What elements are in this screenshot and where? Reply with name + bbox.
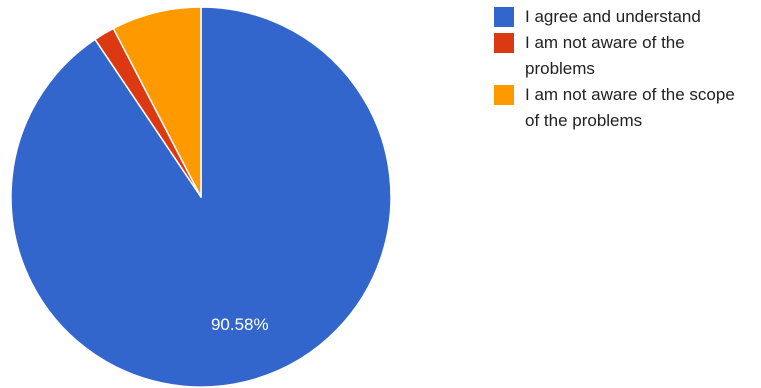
legend-item[interactable]: I am not aware of the scope of the probl… [494, 82, 756, 134]
legend-swatch [494, 33, 514, 53]
legend-label: I am not aware of the problems [525, 33, 685, 78]
pie-slices [10, 6, 392, 388]
legend-swatch [494, 7, 514, 27]
legend-item[interactable]: I agree and understand [494, 4, 756, 30]
pie-slice[interactable] [112, 6, 202, 198]
legend-item[interactable]: I am not aware of the problems [494, 30, 756, 82]
pie-slice-label: 90.58% [211, 315, 269, 334]
legend-swatch [494, 85, 514, 105]
pie-slice-labels: 90.58% [211, 315, 269, 334]
legend-label: I agree and understand [525, 7, 701, 26]
chart-legend: I agree and understand I am not aware of… [494, 4, 756, 134]
legend-label: I am not aware of the scope of the probl… [525, 85, 735, 130]
